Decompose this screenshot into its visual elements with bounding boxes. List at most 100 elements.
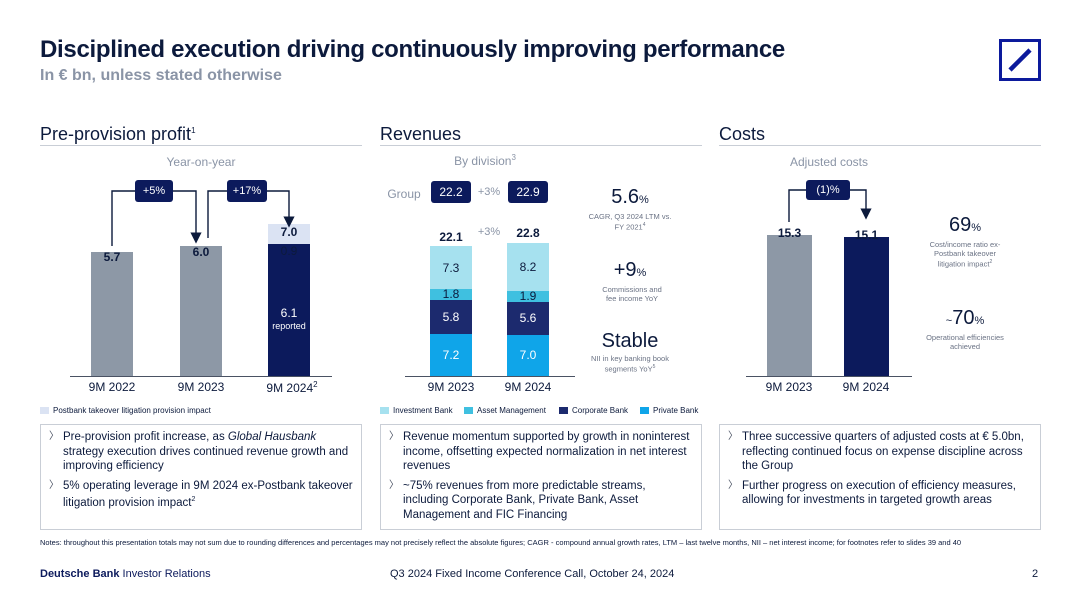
rev-seg-label-2-0: 1.8	[442, 287, 460, 302]
ppp-xlabel-2022: 9M 2022	[88, 380, 136, 394]
revenues-rule	[380, 145, 702, 146]
ppp-total-2022: 5.7	[103, 250, 121, 264]
page-subtitle: In € bn, unless stated otherwise	[40, 67, 282, 84]
ppp-x-axis	[70, 376, 332, 377]
ppp-legend: Postbank takeover litigation provision i…	[40, 406, 211, 415]
group-growth: +3%	[477, 186, 501, 198]
kpi-nii: Stable	[601, 330, 659, 352]
rev-seg-label-1-1: 5.6	[519, 311, 537, 326]
ppp-arrow-1	[111, 190, 196, 246]
ppp-total-2023: 6.0	[192, 245, 210, 259]
ppp-legend-swatch	[40, 407, 49, 414]
group-value-2024: 22.9	[508, 181, 548, 203]
ppp-growth-badge-2: +17%	[227, 180, 267, 202]
ppp-reported-text: reported	[272, 321, 306, 331]
revenues-x-axis	[405, 376, 575, 377]
costs-rule	[719, 145, 1041, 146]
rev-seg-asset-management-9m-2024	[507, 290, 549, 302]
costs-bullets-box: 〉 Three successive quarters of adjusted …	[719, 424, 1041, 530]
rev-total-2024: 22.8	[516, 226, 540, 240]
rev-seg-label-0-1: 7.0	[519, 348, 537, 363]
chevron-right-icon: 〉	[728, 479, 738, 491]
ppp-reported-value: 6.1	[280, 306, 298, 320]
group-value-2023: 22.2	[431, 181, 471, 203]
ppp-xlabel-2024: 9M 20242	[266, 380, 318, 395]
chevron-right-icon: 〉	[49, 479, 59, 491]
rev-seg-private-bank-9m-2023	[430, 333, 472, 376]
costs-value-2024: 15.1	[854, 228, 879, 242]
rev-seg-label-1-0: 5.8	[442, 309, 460, 324]
ppp-impact-label: 0.9	[280, 244, 298, 258]
ppp-bullet-1: 〉 Pre-provision profit increase, as Glob…	[49, 431, 349, 473]
rev-seg-investment-bank-9m-2023	[430, 246, 472, 289]
costs-subheading: Adjusted costs	[789, 155, 869, 169]
rev-seg-label-0-0: 7.2	[442, 347, 460, 362]
kpi-cost-income: 69%	[948, 214, 982, 236]
revenues-bullet-2: 〉 ~75% revenues from more predictable st…	[389, 479, 646, 521]
ppp-growth-badge-1: +5%	[135, 180, 173, 202]
legend-label-pb: Private Bank	[653, 406, 699, 415]
kpi-cagr-desc: CAGR, Q3 2024 LTM vs. FY 20214	[588, 212, 672, 232]
legend-label-cb: Corporate Bank	[572, 406, 629, 415]
chevron-right-icon: 〉	[49, 431, 59, 442]
ppp-bar-2023	[180, 245, 222, 376]
notes: Notes: throughout this presentation tota…	[40, 538, 962, 547]
ppp-heading: Pre-provision profit1	[40, 124, 196, 144]
costs-x-axis	[746, 376, 912, 377]
kpi-efficiencies-desc: Operational efficiencies achieved	[926, 333, 1004, 351]
ppp-xlabel-2023: 9M 2023	[177, 380, 225, 394]
footer-brand: Deutsche Bank Investor Relations	[40, 568, 211, 580]
kpi-cost-income-desc: Cost/income ratio ex-Postbank takeover l…	[929, 240, 1001, 269]
rev-xlabel-2024: 9M 2024	[504, 380, 552, 394]
rev-xlabel-2023: 9M 2023	[427, 380, 475, 394]
ppp-legend-label: Postbank takeover litigation provision i…	[53, 406, 211, 415]
ppp-rule	[40, 145, 362, 146]
kpi-commissions-desc: Commissions and fee income YoY	[602, 285, 662, 303]
rev-seg-investment-bank-9m-2024	[507, 242, 549, 291]
rev-total-2023: 22.1	[439, 230, 463, 244]
ppp-arrow-2	[207, 190, 289, 238]
legend-corporate-bank: Corporate Bank	[559, 406, 628, 415]
costs-xlabel-2024: 9M 2024	[842, 380, 890, 394]
costs-bar-2023	[767, 235, 812, 376]
revenues-bullets-box: 〉 Revenue momentum supported by growth i…	[380, 424, 702, 530]
revenues-heading: Revenues	[380, 124, 462, 144]
rev-seg-corporate-bank-9m-2024	[507, 301, 549, 335]
revenues-subheading: By division3	[454, 153, 516, 168]
rev-seg-private-bank-9m-2024	[507, 334, 549, 376]
footer-event: Q3 2024 Fixed Income Conference Call, Oc…	[390, 568, 675, 580]
legend-swatch-cb	[559, 407, 568, 414]
group-label: Group	[387, 187, 421, 201]
legend-investment-bank: Investment Bank	[380, 406, 453, 415]
costs-bar-2024	[844, 236, 889, 376]
kpi-nii-desc: NII in key banking book segments YoY5	[591, 354, 669, 374]
rev-seg-asset-management-9m-2023	[430, 289, 472, 300]
rev-seg-label-2-1: 1.9	[519, 289, 537, 304]
revenues-bullet-1: 〉 Revenue momentum supported by growth i…	[389, 431, 690, 473]
rev-seg-corporate-bank-9m-2023	[430, 299, 472, 334]
page-number: 2	[1032, 568, 1039, 580]
legend-asset-management: Asset Management	[464, 406, 546, 415]
costs-bullet-1: 〉 Three successive quarters of adjusted …	[728, 431, 1024, 473]
deutsche-bank-logo-icon	[999, 39, 1041, 81]
ppp-bullet-2: 〉 5% operating leverage in 9M 2024 ex-Po…	[49, 479, 353, 510]
costs-bullet-2: 〉 Further progress on execution of effic…	[728, 479, 1017, 507]
costs-growth-badge: (1)%	[806, 180, 850, 200]
ppp-bar-2024-impact	[268, 224, 310, 244]
rev-seg-label-3-0: 7.3	[442, 260, 460, 275]
legend-label-am: Asset Management	[477, 406, 546, 415]
division-growth: +3%	[477, 226, 501, 238]
rev-seg-label-3-1: 8.2	[519, 259, 537, 274]
kpi-commissions: +9%	[613, 259, 647, 281]
legend-label-ib: Investment Bank	[393, 406, 453, 415]
costs-arrow	[788, 189, 866, 222]
costs-heading: Costs	[719, 124, 766, 144]
ppp-bullets-box: 〉 Pre-provision profit increase, as Glob…	[40, 424, 362, 530]
ppp-bar-2024-reported	[268, 243, 310, 376]
legend-private-bank: Private Bank	[640, 406, 698, 415]
kpi-efficiencies: ~70%	[945, 307, 985, 329]
kpi-cagr: 5.6%	[611, 186, 649, 208]
chevron-right-icon: 〉	[389, 431, 399, 442]
page-title: Disciplined execution driving continuous…	[40, 36, 785, 63]
